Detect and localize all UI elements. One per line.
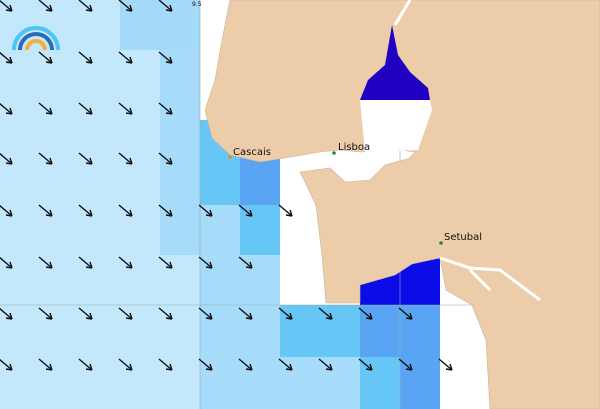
place-dot [439, 241, 443, 245]
wind-arrow [238, 204, 253, 217]
wind-arrow [238, 358, 253, 371]
wind-arrow [238, 307, 253, 320]
wind-arrow [78, 51, 93, 64]
place-dot [228, 155, 232, 159]
cell [160, 50, 200, 255]
cell [120, 0, 200, 50]
wind-arrow [0, 256, 13, 269]
wind-arrow [38, 51, 53, 64]
place-dot [332, 151, 336, 155]
wind-arrow [278, 307, 293, 320]
logo-arc [12, 26, 60, 51]
wind-arrow [398, 358, 413, 371]
wind-arrow [78, 0, 93, 12]
wind-arrow [78, 358, 93, 371]
wind-arrow [278, 204, 293, 217]
land [204, 0, 600, 409]
wind-arrow [118, 51, 133, 64]
logo-arc [25, 39, 47, 51]
wind-arrow [158, 256, 173, 269]
wind-arrow [38, 307, 53, 320]
wind-arrow [118, 307, 133, 320]
wave-cells [0, 0, 440, 409]
wind-arrow [318, 358, 333, 371]
wind-arrow [198, 307, 213, 320]
wind-arrow [118, 204, 133, 217]
cell [240, 205, 280, 255]
wind-arrow [38, 0, 53, 12]
wind-arrow [38, 358, 53, 371]
wind-arrow [278, 358, 293, 371]
wind-arrow [158, 102, 173, 115]
logo [12, 26, 60, 51]
cell [240, 155, 280, 205]
wind-arrow [78, 152, 93, 165]
cell [280, 305, 360, 357]
wind-arrow [198, 358, 213, 371]
wind-arrow [318, 307, 333, 320]
wind-arrow [78, 204, 93, 217]
river [393, 0, 541, 302]
wind-arrow [0, 152, 13, 165]
wind-arrows [0, 0, 453, 371]
cell [360, 305, 400, 357]
wind-arrow [0, 102, 13, 115]
cell [200, 205, 240, 305]
wind-arrow [238, 256, 253, 269]
wind-arrow [0, 0, 13, 12]
wind-arrow [118, 0, 133, 12]
wind-arrow [118, 358, 133, 371]
wind-arrow [158, 204, 173, 217]
wind-arrow [78, 102, 93, 115]
wind-arrow [398, 307, 413, 320]
place-label: Setubal [444, 232, 482, 243]
wind-arrow [0, 51, 13, 64]
wind-arrow [118, 102, 133, 115]
wind-arrow [78, 256, 93, 269]
wind-arrow [158, 51, 173, 64]
wind-arrow [158, 0, 173, 12]
logo-arc [18, 32, 54, 51]
wind-arrow [358, 358, 373, 371]
wind-arrow [118, 256, 133, 269]
wind-arrow [118, 152, 133, 165]
wind-arrow [158, 307, 173, 320]
wind-arrow [198, 204, 213, 217]
wind-arrow [158, 358, 173, 371]
wind-arrow [0, 204, 13, 217]
wind-arrow [198, 256, 213, 269]
place-label: Lisboa [338, 142, 370, 153]
wind-arrow [438, 358, 453, 371]
scale-label: 9.5 [192, 1, 202, 8]
estuary-upper [360, 25, 430, 100]
wind-arrow [78, 307, 93, 320]
wind-arrow [358, 307, 373, 320]
wind-arrow [38, 256, 53, 269]
wind-arrow [0, 307, 13, 320]
wind-arrow [38, 204, 53, 217]
wind-arrow [158, 152, 173, 165]
wind-arrow [38, 152, 53, 165]
wind-arrow [0, 358, 13, 371]
place-label: Cascais [233, 147, 271, 158]
wind-arrow [38, 102, 53, 115]
estuary-lower [360, 100, 432, 152]
cell [400, 305, 440, 409]
